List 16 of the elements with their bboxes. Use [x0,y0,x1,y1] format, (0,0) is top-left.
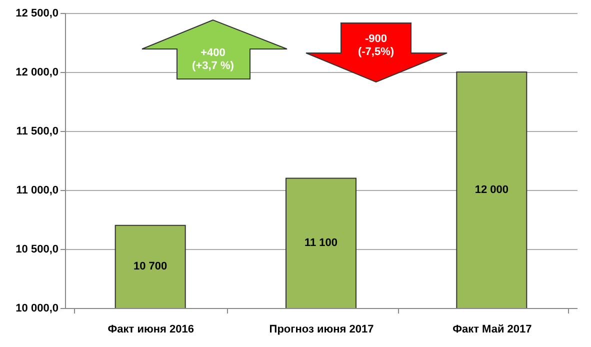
y-tick-label: 11 500,0 [16,126,58,138]
y-tick-label: 12 000,0 [16,66,58,78]
y-tick-label: 10 500,0 [16,244,58,256]
y-tick-label: 10 000,0 [16,302,58,314]
data-label: 11 100 [304,237,338,250]
y-tick-label: 12 500,0 [16,8,58,20]
annotation: -900 [364,33,388,45]
y-tick-label: 11 000,0 [16,184,58,196]
annotation: (+3,7 %) [192,60,234,72]
annotation: (-7,5%) [358,46,394,58]
annotation: +400 [200,47,226,59]
x-tick-label: Прогноз июня 2017 [269,324,374,336]
data-label: 10 700 [134,260,168,273]
x-tick-label: Факт Май 2017 [452,324,532,336]
data-label: 12 000 [474,184,508,196]
x-tick-label: Факт июня 2016 [108,324,194,336]
